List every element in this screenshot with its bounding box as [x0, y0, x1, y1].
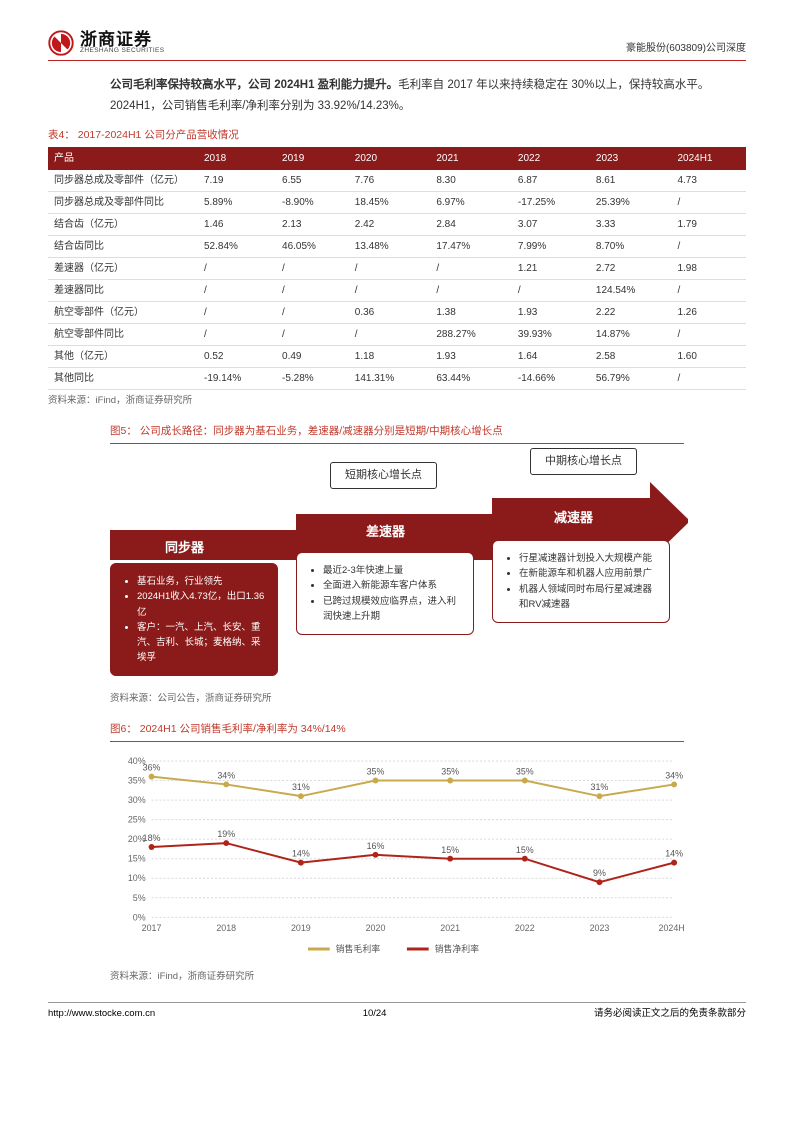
svg-text:25%: 25%	[128, 815, 146, 825]
growth-path-diagram: 短期核心增长点中期核心增长点同步器差速器减速器基石业务，行业领先2024H1收入…	[110, 458, 684, 688]
header-right: 豪能股份(603809)公司深度	[626, 41, 746, 56]
table-header: 2021	[430, 147, 512, 170]
fig5-caption: 图5： 公司成长路径：同步器为基石业务，差速器/减速器分别是短期/中期核心增长点	[110, 422, 684, 444]
svg-text:销售毛利率: 销售毛利率	[336, 943, 381, 954]
svg-text:31%: 31%	[292, 782, 310, 792]
table-row: 结合齿（亿元）1.462.132.422.843.073.331.79	[48, 214, 746, 236]
footer-url: http://www.stocke.com.cn	[48, 1007, 155, 1021]
label-short-term: 短期核心增长点	[330, 462, 437, 489]
svg-text:34%: 34%	[217, 771, 235, 781]
svg-text:2021: 2021	[440, 923, 460, 933]
svg-text:15%: 15%	[128, 854, 146, 864]
fig6-caption: 图6： 2024H1 公司销售毛利率/净利率为 34%/14%	[110, 720, 684, 742]
footer: http://www.stocke.com.cn 10/24 请务必阅读正文之后…	[48, 1002, 746, 1021]
footer-disclaimer: 请务必阅读正文之后的免责条款部分	[594, 1007, 746, 1021]
table-row: 同步器总成及零部件（亿元）7.196.557.768.306.878.614.7…	[48, 170, 746, 192]
svg-text:36%: 36%	[143, 763, 161, 773]
table-header: 2020	[349, 147, 431, 170]
svg-text:19%: 19%	[217, 829, 235, 839]
table-row: 差速器（亿元）////1.212.721.98	[48, 258, 746, 280]
svg-text:5%: 5%	[133, 893, 146, 903]
table-header: 2018	[198, 147, 276, 170]
stage1-box: 基石业务，行业领先2024H1收入4.73亿，出口1.36亿客户：一汽、上汽、长…	[110, 563, 278, 676]
stage1-title: 同步器	[165, 538, 204, 558]
table-row: 其他同比-19.14%-5.28%141.31%63.44%-14.66%56.…	[48, 368, 746, 390]
table-header: 2024H1	[671, 147, 746, 170]
stage2-title: 差速器	[366, 522, 405, 542]
table-header: 2023	[590, 147, 672, 170]
stage3-box: 行星减速器计划投入大规模产能在新能源车和机器人应用前景广机器人领域同时布局行星减…	[492, 540, 670, 623]
svg-text:14%: 14%	[292, 849, 310, 859]
svg-text:销售净利率: 销售净利率	[435, 943, 480, 954]
label-mid-term: 中期核心增长点	[530, 448, 637, 475]
svg-text:14%: 14%	[665, 849, 683, 859]
svg-text:2019: 2019	[291, 923, 311, 933]
svg-text:10%: 10%	[128, 873, 146, 883]
svg-text:35%: 35%	[128, 776, 146, 786]
svg-text:35%: 35%	[367, 767, 385, 777]
table-row: 其他（亿元）0.520.491.181.931.642.581.60	[48, 346, 746, 368]
footer-page: 10/24	[363, 1007, 387, 1021]
svg-text:2023: 2023	[590, 923, 610, 933]
svg-text:34%: 34%	[665, 771, 683, 781]
svg-text:0%: 0%	[133, 912, 146, 922]
intro-bold: 公司毛利率保持较高水平，公司 2024H1 盈利能力提升。	[110, 79, 398, 91]
svg-text:2018: 2018	[216, 923, 236, 933]
svg-text:30%: 30%	[128, 795, 146, 805]
stage3-title: 减速器	[554, 508, 593, 528]
logo-cn: 浙商证券	[80, 31, 165, 48]
svg-text:2024H1: 2024H1	[659, 923, 684, 933]
fig5-source: 资料来源：公司公告，浙商证券研究所	[110, 692, 746, 706]
svg-text:2017: 2017	[142, 923, 162, 933]
margin-chart: 0%5%10%15%20%25%30%35%40%201720182019202…	[110, 750, 684, 966]
table4-caption: 表4： 2017-2024H1 公司分产品营收情况	[48, 128, 746, 144]
logo-block: 浙商证券 ZHESHANG SECURITIES	[48, 30, 165, 56]
fig6-source: 资料来源：iFind，浙商证券研究所	[110, 970, 746, 984]
table-row: 结合齿同比52.84%46.05%13.48%17.47%7.99%8.70%/	[48, 236, 746, 258]
logo-icon	[48, 30, 74, 56]
svg-text:2020: 2020	[366, 923, 386, 933]
table-header: 产品	[48, 147, 198, 170]
table-header: 2019	[276, 147, 349, 170]
table-header: 2022	[512, 147, 590, 170]
svg-text:18%: 18%	[143, 833, 161, 843]
table-row: 差速器同比/////124.54%/	[48, 280, 746, 302]
svg-text:16%: 16%	[367, 841, 385, 851]
page-header: 浙商证券 ZHESHANG SECURITIES 豪能股份(603809)公司深…	[48, 30, 746, 61]
svg-text:2022: 2022	[515, 923, 535, 933]
svg-text:31%: 31%	[591, 782, 609, 792]
svg-text:15%: 15%	[441, 845, 459, 855]
table-row: 航空零部件同比///288.27%39.93%14.87%/	[48, 324, 746, 346]
intro-paragraph: 公司毛利率保持较高水平，公司 2024H1 盈利能力提升。毛利率自 2017 年…	[110, 75, 746, 116]
stage2-box: 最近2-3年快速上量全面进入新能源车客户体系已跨过规模效应临界点，进入利润快速上…	[296, 552, 474, 635]
table4-source: 资料来源：iFind，浙商证券研究所	[48, 394, 746, 408]
svg-text:15%: 15%	[516, 845, 534, 855]
table-row: 同步器总成及零部件同比5.89%-8.90%18.45%6.97%-17.25%…	[48, 192, 746, 214]
svg-text:35%: 35%	[441, 767, 459, 777]
revenue-table: 产品2018201920202021202220232024H1同步器总成及零部…	[48, 147, 746, 390]
table-row: 航空零部件（亿元）//0.361.381.932.221.26	[48, 302, 746, 324]
svg-text:9%: 9%	[593, 868, 606, 878]
logo-en: ZHESHANG SECURITIES	[80, 48, 165, 55]
svg-text:35%: 35%	[516, 767, 534, 777]
